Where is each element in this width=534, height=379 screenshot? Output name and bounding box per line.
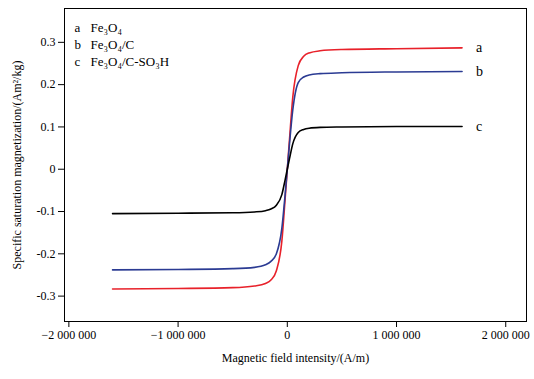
svg-text:c: c — [75, 54, 81, 69]
svg-text:−2 000 000: −2 000 000 — [41, 328, 96, 342]
svg-text:0.3: 0.3 — [41, 35, 56, 49]
svg-text:0.2: 0.2 — [41, 77, 56, 91]
svg-text:a: a — [75, 20, 81, 35]
svg-text:-0.2: -0.2 — [37, 247, 56, 261]
svg-text:Fe₃O₄/C: Fe₃O₄/C — [91, 37, 135, 52]
svg-text:2 000 000: 2 000 000 — [482, 328, 530, 342]
svg-text:Specific saturation magnetizat: Specific saturation magnetization/(Am²/k… — [10, 61, 24, 270]
svg-text:a: a — [476, 40, 483, 55]
svg-text:Fe₃O₄/C-SO₃H: Fe₃O₄/C-SO₃H — [91, 54, 170, 69]
svg-text:-0.3: -0.3 — [37, 289, 56, 303]
svg-text:b: b — [476, 64, 483, 79]
svg-text:0: 0 — [50, 162, 56, 176]
svg-text:c: c — [476, 119, 482, 134]
svg-text:Magnetic field intensity/(A/m): Magnetic field intensity/(A/m) — [222, 351, 369, 365]
svg-text:b: b — [75, 37, 82, 52]
svg-text:0: 0 — [284, 328, 290, 342]
svg-text:0.1: 0.1 — [41, 120, 56, 134]
svg-text:−1 000 000: −1 000 000 — [151, 328, 206, 342]
svg-text:1 000 000: 1 000 000 — [373, 328, 421, 342]
svg-text:-0.1: -0.1 — [37, 204, 56, 218]
svg-text:Fe₃O₄: Fe₃O₄ — [91, 20, 123, 35]
